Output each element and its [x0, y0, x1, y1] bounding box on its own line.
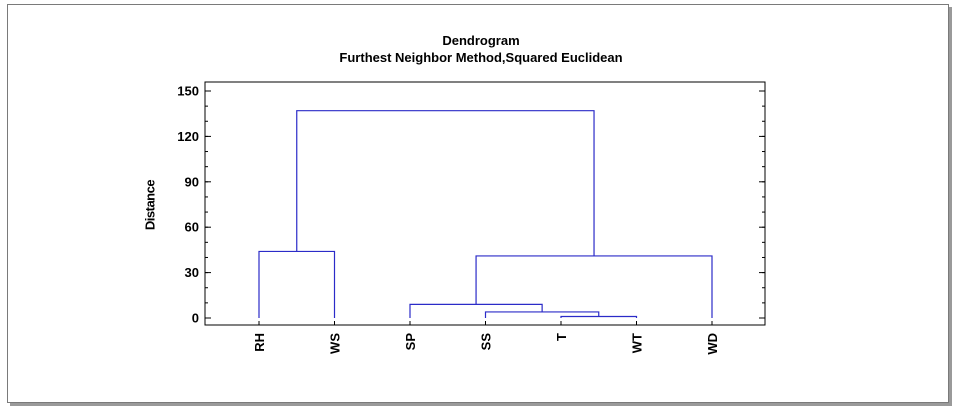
y-tick-label: 150 — [177, 84, 199, 99]
leaf-label: SP — [403, 333, 418, 351]
y-tick-label: 0 — [192, 311, 199, 326]
plot-area-border — [204, 81, 766, 326]
chart-title: Dendrogram — [442, 33, 520, 48]
chart-frame — [7, 4, 949, 403]
leaf-label: WS — [328, 333, 343, 354]
dendrogram-link — [484, 311, 600, 318]
leaf-label: RH — [252, 333, 267, 352]
dendrogram-link — [296, 110, 595, 256]
dendrogram-link — [409, 303, 543, 318]
chart-subtitle: Furthest Neighbor Method,Squared Euclide… — [339, 50, 623, 65]
y-tick-label: 60 — [185, 220, 199, 235]
leaf-label: SS — [479, 333, 494, 351]
dendrogram-link — [258, 250, 336, 318]
y-tick-label: 30 — [185, 265, 199, 280]
leaf-label: WD — [705, 333, 720, 355]
leaf-label: WT — [630, 333, 645, 353]
y-tick-label: 90 — [185, 174, 199, 189]
dendrogram-link — [560, 315, 638, 318]
dendrogram-link — [475, 255, 713, 318]
y-tick-label: 120 — [177, 129, 199, 144]
leaf-label: T — [554, 333, 569, 341]
